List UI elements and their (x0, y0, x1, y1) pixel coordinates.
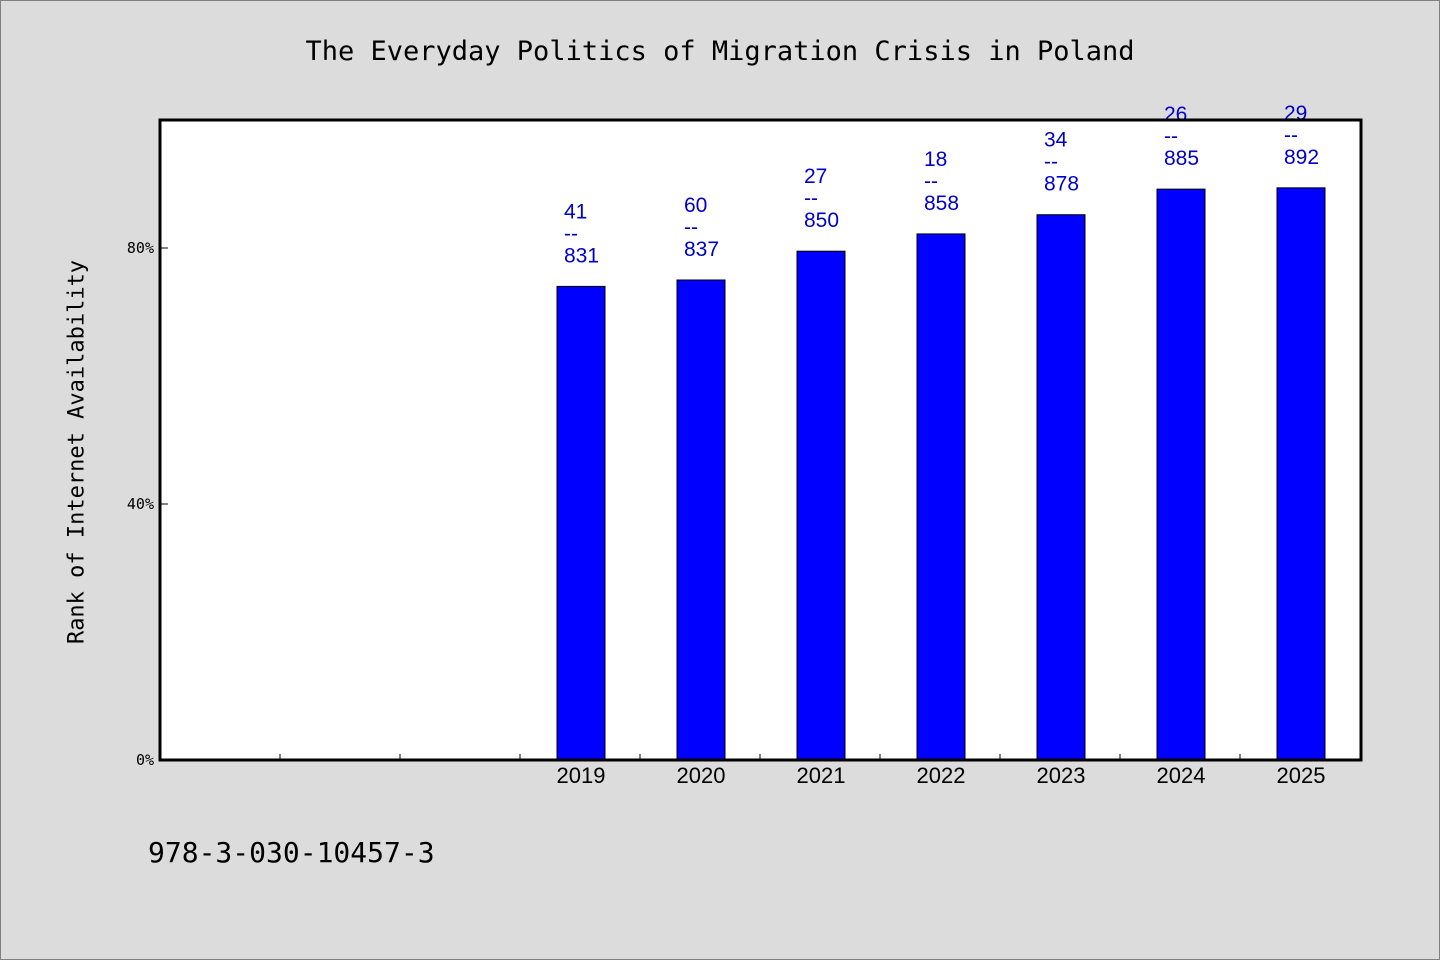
data-label-top: 34 (1044, 129, 1068, 152)
data-label-bottom: 885 (1164, 147, 1199, 170)
x-tick-label: 2021 (797, 763, 846, 788)
bar-2019 (556, 285, 606, 761)
data-label-top: 26 (1164, 103, 1187, 126)
x-tick-label: 2024 (1157, 763, 1206, 788)
data-label-separator: -- (564, 222, 578, 245)
data-label-bottom: 878 (1044, 173, 1079, 196)
bar-2024 (1156, 188, 1206, 761)
x-tick-label: 2019 (557, 763, 606, 788)
data-label-bottom: 892 (1284, 146, 1319, 169)
data-label-separator: -- (924, 170, 938, 193)
y-tick-label: 0% (136, 751, 154, 769)
data-label-bottom: 837 (684, 238, 719, 261)
chart-title: The Everyday Politics of Migration Crisi… (305, 36, 1135, 67)
bar-2020 (676, 279, 726, 761)
data-label-bottom: 831 (564, 244, 599, 267)
data-label-separator: -- (1044, 151, 1058, 174)
bar-2021 (796, 250, 846, 761)
data-label-bottom: 850 (804, 209, 839, 232)
data-label-top: 27 (804, 165, 827, 188)
y-tick-label: 80% (127, 239, 154, 257)
data-label-separator: -- (1284, 124, 1298, 147)
x-tick-label: 2023 (1037, 763, 1086, 788)
data-label-top: 60 (684, 194, 707, 217)
data-label-separator: -- (684, 216, 698, 239)
isbn-label: 978-3-030-10457-3 (148, 836, 435, 869)
y-tick-label: 40% (127, 495, 154, 513)
data-label-separator: -- (1164, 125, 1178, 148)
bar-2025 (1276, 187, 1326, 761)
data-label-separator: -- (804, 187, 818, 210)
plot-border (158, 118, 1363, 762)
x-tick-label: 2022 (917, 763, 966, 788)
x-tick-label: 2025 (1277, 763, 1326, 788)
x-tick-label: 2020 (677, 763, 726, 788)
bar-2023 (1036, 214, 1086, 761)
data-label-top: 18 (924, 148, 947, 171)
data-label-bottom: 858 (924, 192, 959, 215)
data-label-top: 41 (564, 200, 587, 223)
bar-2022 (916, 233, 966, 761)
